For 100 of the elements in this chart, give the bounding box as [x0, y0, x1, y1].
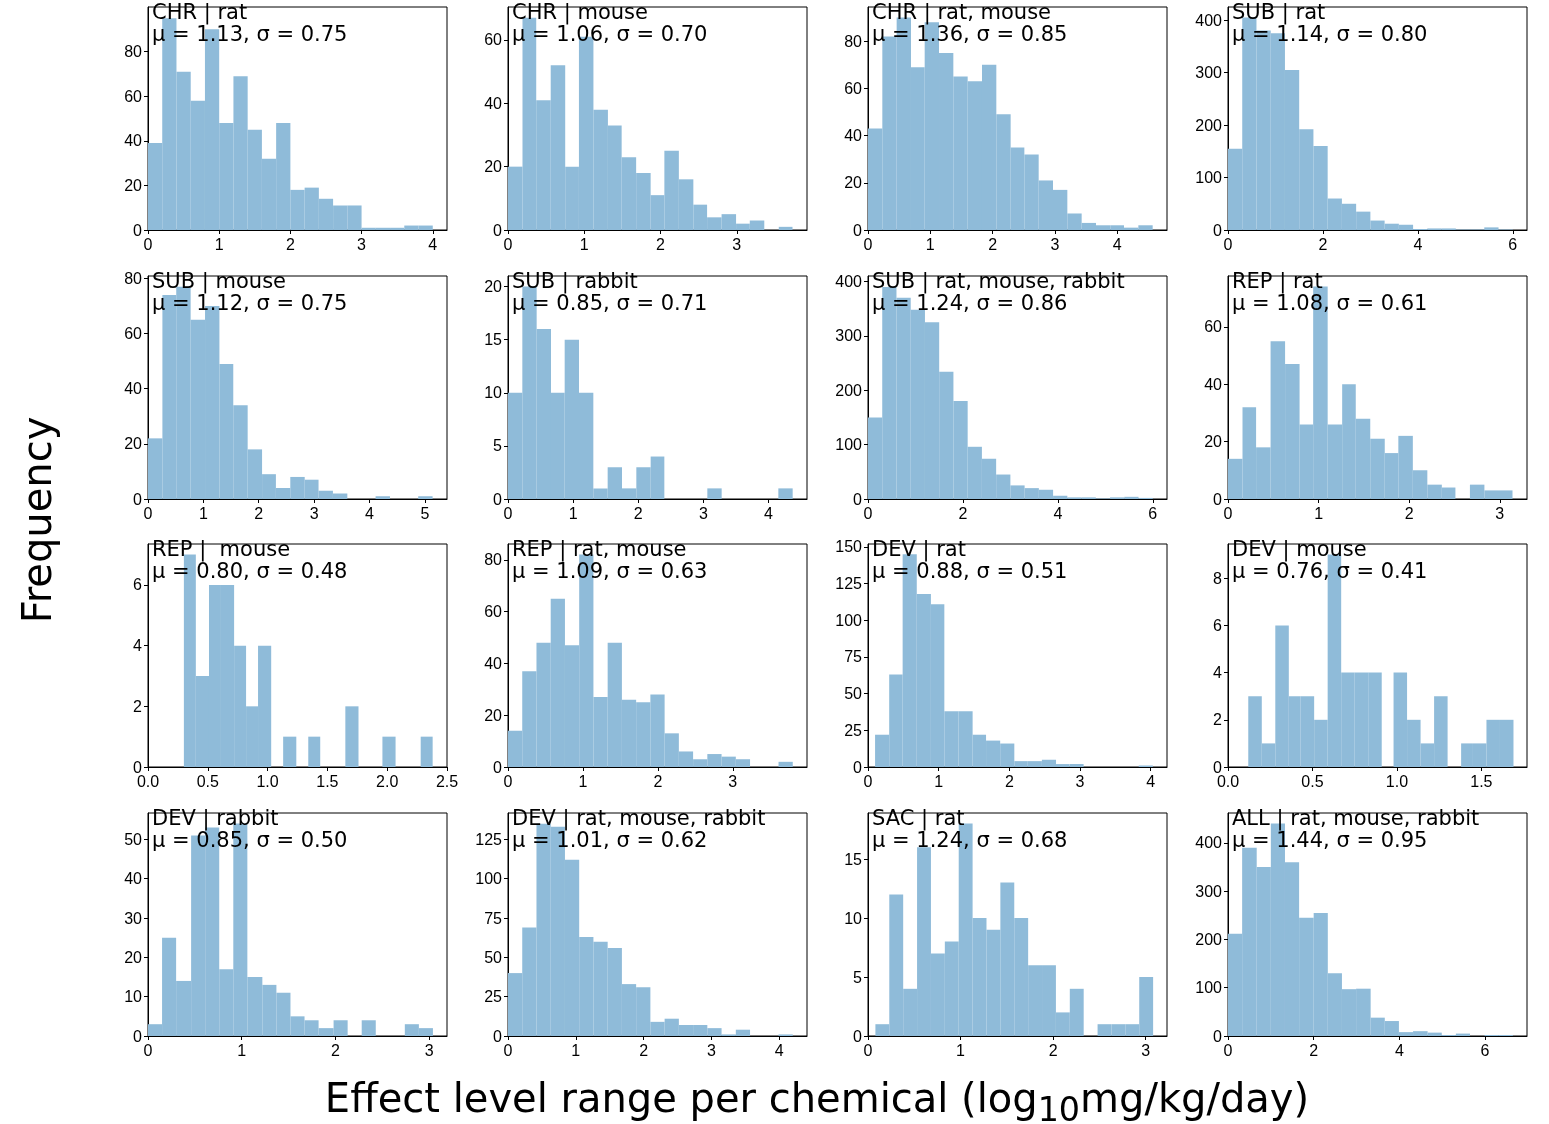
- y-tick-label: 80: [124, 43, 143, 61]
- y-tick-label: 10: [844, 909, 863, 927]
- y-tick-label: 10: [124, 987, 143, 1005]
- x-tick-label: 2: [988, 235, 998, 253]
- y-tick-label: 0: [493, 221, 503, 239]
- x-tick-label: 3: [1075, 772, 1085, 790]
- y-tick-label: 0: [1213, 1027, 1223, 1044]
- y-tick-label: 80: [844, 32, 863, 50]
- x-tick-label: 1.0: [256, 772, 279, 790]
- x-tick-label: 1.5: [1470, 772, 1493, 790]
- x-tick-label: 3: [357, 235, 367, 253]
- y-tick-label: 100: [1195, 978, 1223, 996]
- y-tick-label: 300: [1195, 882, 1223, 900]
- x-tick-label: 2: [254, 504, 264, 521]
- y-tick-label: 40: [124, 132, 143, 150]
- x-tick-label: 3: [706, 1041, 716, 1058]
- x-tick-label: 4: [428, 235, 438, 253]
- y-tick-label: 15: [484, 330, 503, 348]
- x-tick-label: 4: [1112, 235, 1122, 253]
- chart-title: REP | rat, mouse: [512, 537, 687, 562]
- chart-title: DEV | rat, mouse, rabbit: [512, 805, 766, 831]
- x-tick-label: 1: [1314, 504, 1324, 521]
- y-tick-label: 25: [484, 987, 503, 1005]
- x-tick-label: 6: [1148, 504, 1158, 521]
- x-tick-label: 0.5: [196, 772, 220, 790]
- y-tick-label: 40: [124, 869, 143, 887]
- y-tick-label: 4: [1213, 664, 1223, 682]
- y-tick-label: 10: [484, 383, 503, 401]
- x-tick-label: 4: [1053, 504, 1063, 521]
- chart-title: DEV | rabbit: [152, 805, 279, 831]
- x-tick-label: 1: [198, 504, 208, 521]
- y-tick-label: 0: [853, 1027, 863, 1044]
- x-tick-label: 2: [1048, 1041, 1058, 1058]
- y-tick-label: 40: [484, 94, 503, 112]
- y-tick-label: 25: [844, 721, 863, 739]
- chart-title: REP | rat: [1232, 268, 1323, 294]
- x-tick-label: 2: [1404, 504, 1414, 521]
- x-tick-label: 2: [285, 235, 295, 253]
- chart-title: SUB | mouse: [152, 268, 287, 294]
- y-tick-label: 40: [124, 379, 143, 397]
- x-tick-label: 1: [579, 235, 589, 253]
- y-tick-label: 300: [835, 326, 863, 344]
- x-tick-label: 2: [331, 1041, 341, 1058]
- x-tick-label: 1: [237, 1041, 247, 1058]
- x-tick-label: 6: [1480, 1041, 1490, 1058]
- y-tick-label: 20: [124, 948, 143, 966]
- y-tick-label: 2: [1213, 711, 1223, 729]
- y-tick-label: 20: [484, 158, 503, 176]
- x-tick-label: 2: [633, 504, 643, 521]
- y-tick-label: 0: [1213, 490, 1223, 507]
- y-tick-label: 50: [844, 685, 863, 703]
- y-tick-label: 6: [1213, 616, 1223, 634]
- y-tick-label: 0: [853, 490, 863, 507]
- y-tick-label: 100: [835, 611, 863, 629]
- chart-title: ALL | rat, mouse, rabbit: [1232, 805, 1480, 831]
- x-tick-label: 4: [764, 504, 774, 521]
- x-tick-label: 6: [1508, 235, 1518, 253]
- y-tick-label: 400: [1195, 833, 1223, 851]
- chart-title: DEV | mouse: [1232, 537, 1367, 562]
- x-tick-label: 3: [698, 504, 708, 521]
- y-axis-title: Frequency: [14, 416, 60, 624]
- y-tick-label: 125: [835, 575, 863, 593]
- x-tick-label: 2: [958, 504, 968, 521]
- chart-title: SAC | rat: [872, 805, 965, 831]
- x-tick-label: 3: [1495, 504, 1505, 521]
- y-tick-label: 60: [484, 603, 503, 621]
- y-tick-label: 100: [1195, 169, 1223, 187]
- y-tick-label: 50: [124, 830, 143, 848]
- y-tick-label: 400: [1195, 11, 1223, 29]
- y-tick-label: 0: [493, 490, 503, 507]
- y-tick-label: 50: [484, 948, 503, 966]
- y-tick-label: 200: [1195, 116, 1223, 134]
- x-tick-label: 3: [424, 1041, 434, 1058]
- y-tick-label: 100: [835, 435, 863, 453]
- y-tick-label: 20: [844, 174, 863, 192]
- y-tick-label: 0: [493, 1027, 503, 1044]
- y-tick-label: 150: [835, 538, 863, 556]
- x-tick-label: 2.5: [435, 772, 459, 790]
- x-tick-label: 1: [956, 1041, 966, 1058]
- x-tick-label: 1.5: [316, 772, 339, 790]
- y-tick-label: 0: [853, 758, 863, 776]
- y-tick-label: 60: [1204, 317, 1223, 335]
- y-tick-label: 30: [124, 909, 143, 927]
- x-tick-label: 2: [1309, 1041, 1319, 1058]
- x-tick-label: 1: [214, 235, 224, 253]
- chart-title: DEV | rat: [872, 537, 966, 562]
- y-tick-label: 15: [844, 850, 863, 868]
- y-tick-label: 0: [133, 490, 143, 507]
- x-tick-label: 5: [420, 504, 430, 521]
- x-tick-label: 2: [639, 1041, 649, 1058]
- y-tick-label: 75: [844, 648, 863, 666]
- x-tick-label: 4: [1394, 1041, 1404, 1058]
- x-tick-label: 2: [653, 772, 663, 790]
- x-tick-label: 1: [568, 504, 578, 521]
- x-tick-label: 4: [1146, 772, 1156, 790]
- y-tick-label: 0: [853, 221, 863, 239]
- chart-title: CHR | rat: [152, 0, 248, 25]
- y-tick-label: 200: [1195, 930, 1223, 948]
- y-tick-label: 100: [475, 869, 503, 887]
- y-tick-label: 6: [133, 576, 143, 594]
